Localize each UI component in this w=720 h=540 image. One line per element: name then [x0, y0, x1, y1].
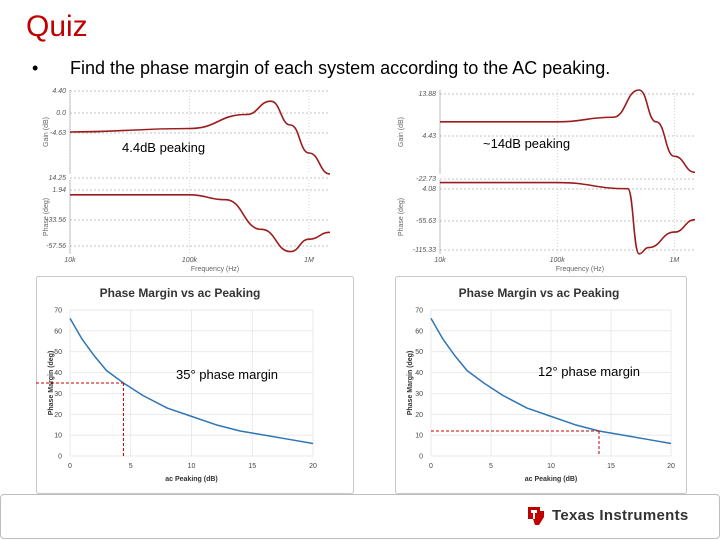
tick-label: 4.40	[52, 88, 66, 95]
axis-label: Phase (deg)	[398, 198, 405, 236]
tick-label: 14.25	[48, 175, 66, 182]
x-axis-label: ac Peaking (dB)	[525, 476, 578, 483]
bullet-mark: •	[32, 58, 39, 78]
tick-label: 0.0	[56, 110, 66, 117]
y-tick-label: 60	[415, 328, 423, 335]
y-tick-label: 50	[415, 349, 423, 356]
tick-label: 1.94	[52, 187, 66, 194]
axis-label: Gain (dB)	[398, 117, 405, 147]
y-tick-label: 0	[419, 454, 423, 461]
pm-chart-right: Phase Margin vs ac Peaking01020304050607…	[395, 276, 687, 494]
chart-title: Phase Margin vs ac Peaking	[100, 286, 261, 300]
pm-annotation: 12° phase margin	[538, 364, 640, 379]
question-text: Find the phase margin of each system acc…	[70, 58, 611, 78]
x-axis-label: Frequency (Hz)	[556, 266, 604, 273]
peaking-annotation: ~14dB peaking	[483, 136, 570, 151]
y-tick-label: 10	[415, 433, 423, 440]
tick-label: 4.43	[422, 133, 436, 140]
y-tick-label: 10	[54, 433, 62, 440]
pm-curve	[69, 317, 314, 445]
y-tick-label: 20	[415, 412, 423, 419]
chart-title: Phase Margin vs ac Peaking	[459, 286, 620, 300]
tick-label: 13.88	[418, 91, 436, 98]
y-tick-label: 40	[54, 370, 62, 377]
ti-logo-text: Texas Instruments	[552, 507, 689, 524]
y-tick-label: 40	[415, 370, 423, 377]
x-tick-label: 5	[129, 463, 133, 470]
x-tick-label: 0	[429, 463, 433, 470]
chart-frame	[36, 276, 354, 494]
y-tick-label: 30	[415, 391, 423, 398]
x-tick-label: 10k	[434, 257, 446, 264]
x-tick-label: 10	[188, 463, 196, 470]
tick-label: -4.63	[50, 130, 66, 137]
axis-label: Gain (dB)	[43, 117, 50, 147]
peaking-annotation: 4.4dB peaking	[122, 140, 205, 155]
pm-curve	[430, 317, 672, 445]
data-line	[440, 89, 696, 174]
x-axis-label: ac Peaking (dB)	[165, 476, 218, 483]
x-tick-label: 1M	[669, 257, 679, 264]
y-tick-label: 20	[54, 412, 62, 419]
y-tick-label: 70	[415, 308, 423, 315]
bode-plot-right: Gain (dB) 13.88 4.43 -22.73 Phase (deg) 4.08 -…	[398, 89, 696, 273]
y-tick-label: 60	[54, 328, 62, 335]
tick-label: -33.56	[46, 217, 66, 224]
data-line	[440, 181, 696, 255]
x-tick-label: 1M	[304, 257, 314, 264]
tick-label: -55.63	[416, 218, 436, 225]
y-tick-label: 0	[58, 454, 62, 461]
y-axis-label: Phase Margin (deg)	[407, 351, 414, 416]
x-tick-label: 100k	[182, 257, 198, 264]
x-tick-label: 15	[248, 463, 256, 470]
x-tick-label: 5	[489, 463, 493, 470]
tick-label: 4.08	[422, 186, 436, 193]
x-tick-label: 0	[68, 463, 72, 470]
axis-label: Phase (deg)	[43, 198, 50, 236]
x-tick-label: 15	[607, 463, 615, 470]
y-tick-label: 30	[54, 391, 62, 398]
slide-title: Quiz	[26, 10, 88, 43]
bode-plot-left: Gain (dB) 4.40 0.0 -4.63 Phase (deg) 14.25 1.9…	[43, 88, 331, 273]
x-tick-label: 100k	[550, 257, 566, 264]
ti-logo-icon	[528, 507, 544, 525]
tick-label: -115.33	[413, 247, 436, 254]
x-tick-label: 10	[547, 463, 555, 470]
tick-label: -22.73	[416, 176, 436, 183]
x-tick-label: 10k	[64, 257, 76, 264]
y-tick-label: 70	[54, 308, 62, 315]
pm-annotation: 35° phase margin	[176, 367, 278, 382]
data-line	[69, 100, 331, 175]
x-axis-label: Frequency (Hz)	[191, 266, 239, 273]
x-tick-label: 20	[667, 463, 675, 470]
data-line	[70, 193, 331, 253]
pm-chart-left: Phase Margin vs ac Peaking01020304050607…	[36, 276, 354, 494]
y-tick-label: 50	[54, 349, 62, 356]
x-tick-label: 20	[309, 463, 317, 470]
chart-frame	[395, 276, 687, 494]
tick-label: -57.56	[46, 243, 66, 250]
